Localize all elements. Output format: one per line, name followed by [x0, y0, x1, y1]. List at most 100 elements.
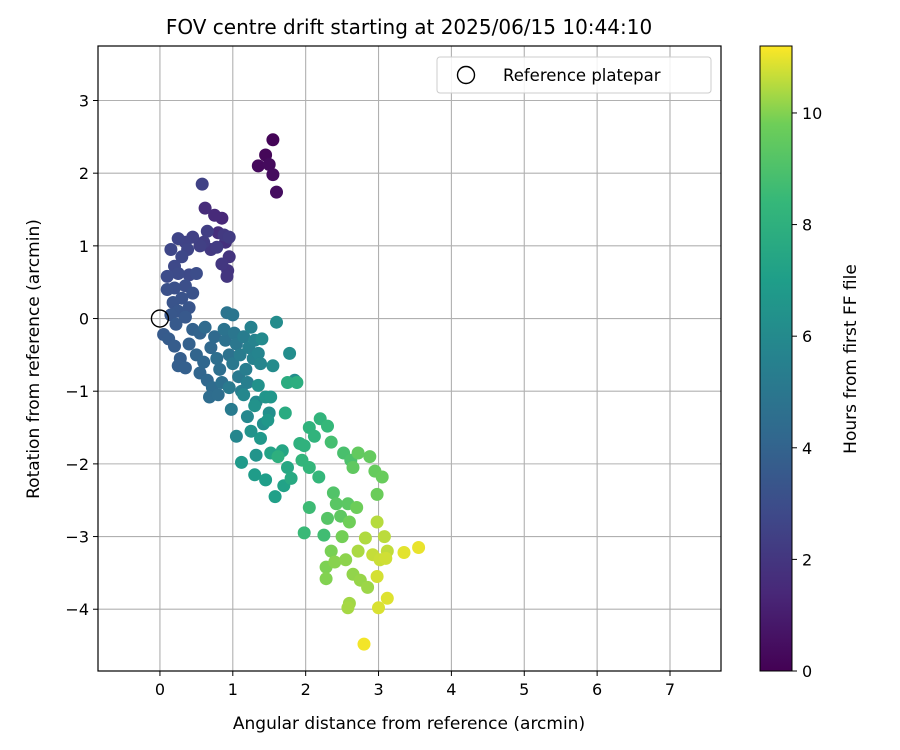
data-point: [339, 553, 353, 567]
data-point: [168, 339, 181, 353]
data-point: [226, 308, 240, 322]
data-point: [307, 429, 321, 443]
data-point: [244, 320, 258, 334]
data-point: [189, 267, 203, 280]
colorbar-tick-label: 2: [802, 550, 812, 569]
data-point: [175, 250, 189, 264]
data-point: [178, 310, 192, 324]
data-point: [210, 352, 224, 365]
colorbar-label: Hours from first FF file: [841, 264, 861, 454]
data-point: [341, 601, 355, 615]
data-point: [302, 501, 316, 514]
x-tick-label: 3: [373, 680, 383, 699]
data-point: [321, 419, 334, 433]
data-point: [182, 337, 196, 351]
reference-platepar-marker: [150, 309, 170, 328]
data-point: [370, 515, 384, 529]
data-point: [266, 168, 280, 182]
data-point: [222, 381, 236, 395]
legend: Reference platepar: [436, 56, 712, 94]
data-point: [251, 159, 265, 173]
data-point: [370, 487, 384, 501]
data-point: [412, 541, 426, 554]
data-point: [342, 515, 356, 529]
data-point: [261, 413, 275, 427]
data-point: [329, 497, 343, 511]
data-point: [264, 390, 278, 404]
x-tick-label: 5: [519, 680, 529, 699]
data-point: [237, 388, 251, 402]
data-point: [302, 461, 316, 474]
data-point: [204, 341, 218, 355]
data-point: [266, 359, 280, 373]
data-point: [270, 315, 283, 329]
data-point: [268, 490, 282, 504]
data-point: [266, 133, 280, 147]
data-point: [237, 330, 251, 344]
data-point: [239, 362, 253, 376]
data-point: [211, 388, 225, 402]
y-tick-label: −3: [65, 528, 89, 547]
data-point: [249, 448, 263, 462]
x-axis-label: Angular distance from reference (arcmin): [233, 714, 585, 734]
x-tick-label: 2: [301, 680, 311, 699]
colorbar: 0 2 4 6 8 10 Hours from first FF file: [759, 45, 861, 681]
y-tick-label: 0: [79, 310, 89, 329]
data-points: [157, 133, 426, 651]
colorbar-tick-label: 0: [802, 662, 812, 681]
data-point: [363, 450, 377, 464]
data-point: [346, 461, 360, 474]
data-point: [397, 546, 411, 559]
data-point: [255, 332, 269, 346]
y-tick-label: −1: [65, 382, 89, 401]
data-point: [270, 185, 283, 199]
data-point: [208, 208, 222, 222]
data-point: [171, 232, 185, 246]
chart-title: FOV centre drift starting at 2025/06/15 …: [166, 15, 652, 39]
data-point: [375, 470, 389, 484]
data-point: [335, 530, 349, 544]
data-point: [254, 357, 267, 371]
data-point: [169, 317, 183, 331]
data-point: [377, 530, 391, 544]
data-point: [215, 257, 229, 271]
data-point: [380, 591, 394, 605]
data-point: [328, 555, 342, 569]
x-tick-label: 0: [155, 680, 165, 699]
data-point: [281, 376, 294, 389]
data-point: [312, 470, 326, 484]
x-tick-label: 7: [665, 680, 675, 699]
y-tick-label: 2: [79, 164, 89, 183]
data-point: [361, 580, 375, 594]
data-point: [324, 544, 338, 558]
data-point: [290, 376, 304, 389]
x-axis-ticks: 0 1 2 3 4 5 6 7: [155, 671, 675, 699]
data-point: [220, 269, 234, 283]
legend-marker-icon: [456, 65, 476, 85]
data-point: [351, 544, 365, 558]
y-tick-label: −4: [65, 600, 89, 619]
data-point: [222, 230, 236, 244]
data-point: [251, 378, 265, 392]
y-tick-label: 3: [79, 92, 89, 111]
data-point: [219, 333, 232, 347]
data-point: [226, 357, 240, 371]
data-point: [200, 224, 214, 238]
data-point: [317, 528, 331, 542]
data-point: [248, 399, 262, 413]
data-point: [297, 439, 311, 453]
data-point: [213, 362, 227, 376]
colorbar-tick-label: 8: [802, 216, 812, 235]
legend-box: [436, 56, 712, 94]
data-point: [283, 346, 297, 360]
data-point: [178, 361, 192, 375]
data-point: [160, 269, 174, 283]
data-point: [235, 455, 248, 469]
data-point: [324, 435, 338, 449]
plot-frame: [97, 45, 722, 672]
data-point: [370, 570, 384, 583]
data-point: [251, 346, 265, 360]
data-point: [271, 450, 285, 464]
y-axis-label: Rotation from reference (arcmin): [24, 219, 44, 499]
data-point: [197, 355, 211, 369]
